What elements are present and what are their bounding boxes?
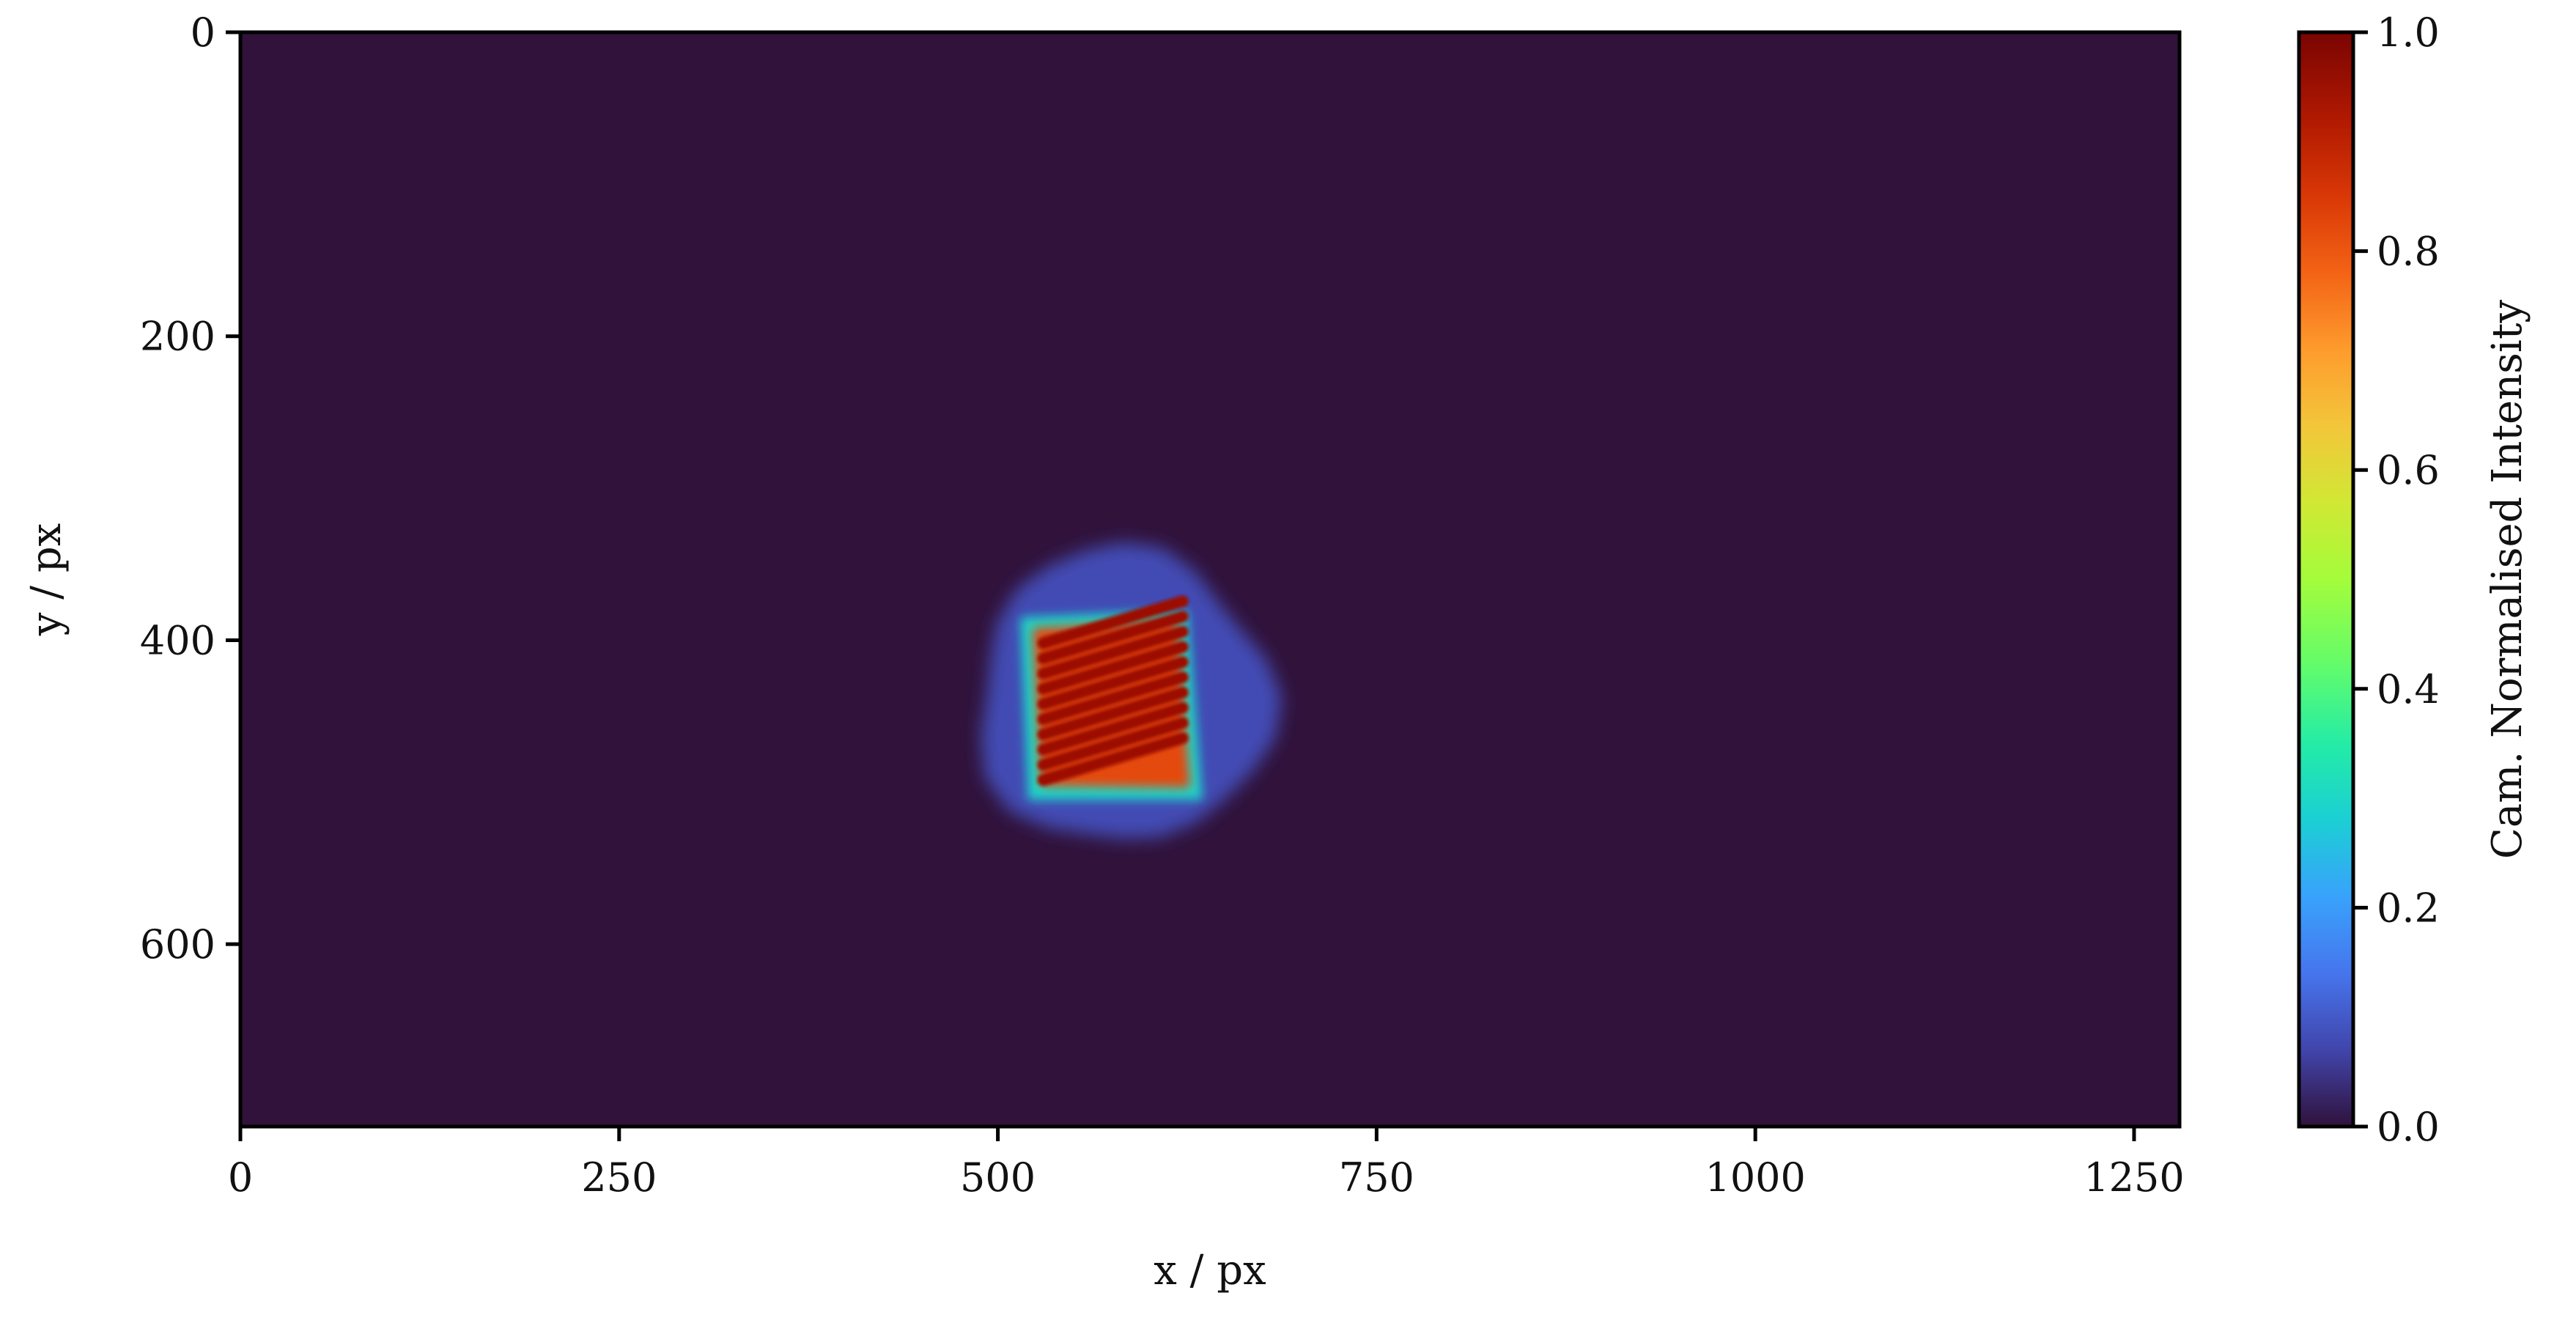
x-axis: 0 250 500 750 1000 1250 [228,1127,2185,1201]
colorbar-tick-label: 0.6 [2377,447,2440,493]
colorbar-frame [2297,30,2355,1129]
fringe-stripe [1037,611,1189,665]
fringe-stripe [1037,625,1189,680]
colorbar-tick-label: 0.2 [2377,885,2440,931]
plot-frame [238,30,2182,1129]
colorbar-tick-label: 0.8 [2377,229,2440,275]
colorbar: 0.0 0.2 0.4 0.6 0.8 1.0 Cam. Normalised Inten… [2297,10,2531,1150]
x-tick-label: 750 [1339,1154,1414,1201]
fringe-stripe [1037,686,1189,741]
y-axis-label: y / px [23,523,70,637]
fringe-stripe [1037,641,1189,695]
fringe-stripe [1037,731,1189,786]
colorbar-gradient [2299,32,2353,1127]
y-tick-label: 200 [140,314,215,360]
fringe-stripe [1037,656,1189,710]
x-tick-label: 0 [228,1154,253,1201]
colorbar-ticks: 0.0 0.2 0.4 0.6 0.8 1.0 [2353,10,2440,1150]
y-tick-label: 600 [140,921,215,968]
y-tick-label: 400 [140,617,215,663]
x-tick-label: 1250 [2084,1154,2184,1201]
fringe-stripe [1037,717,1189,771]
plot-area [238,30,2182,1129]
x-tick-label: 1000 [1705,1154,1805,1201]
colorbar-tick-label: 0.0 [2377,1104,2440,1150]
x-axis-label: x / px [1154,1247,1266,1294]
x-tick-label: 500 [960,1154,1036,1201]
heatmap-background [240,32,2180,1127]
fringe-stripe [1037,671,1189,726]
y-axis: 0 200 400 600 [140,10,240,968]
x-tick-label: 250 [581,1154,657,1201]
y-tick-label: 0 [191,10,215,56]
colorbar-tick-label: 1.0 [2377,10,2440,56]
colorbar-tick-label: 0.4 [2377,666,2440,712]
colorbar-label: Cam. Normalised Intensity [2484,300,2531,859]
fringe-stripe [1037,595,1189,649]
fringe-stripe [1037,701,1189,756]
